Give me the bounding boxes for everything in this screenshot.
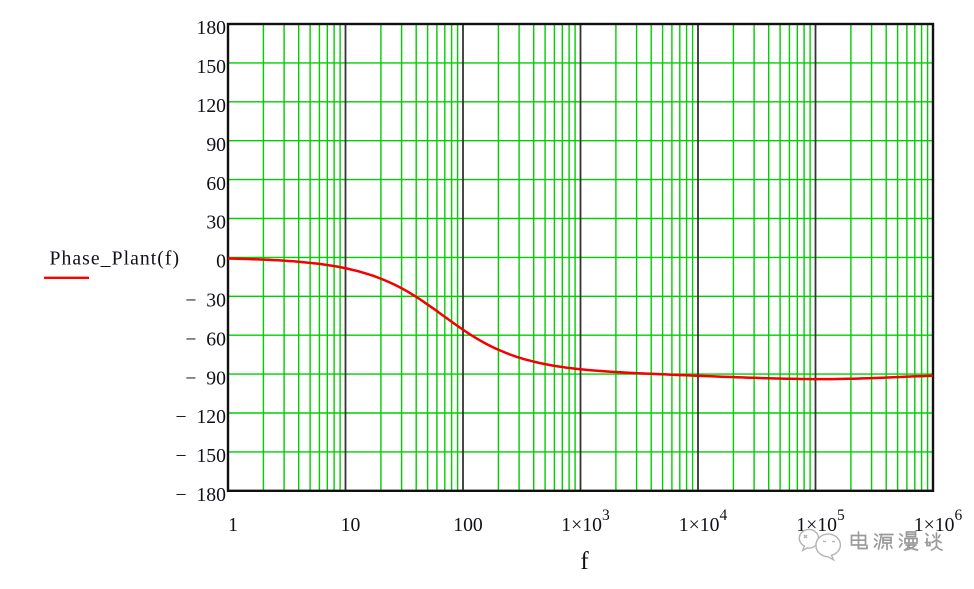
svg-text:90: 90 — [206, 134, 226, 156]
svg-text:− 150: − 150 — [176, 445, 227, 467]
svg-text:150: 150 — [196, 56, 226, 78]
svg-text:− 180: − 180 — [176, 484, 227, 506]
svg-text:1: 1 — [228, 514, 238, 536]
svg-text:− 90: − 90 — [185, 367, 226, 389]
svg-text:180: 180 — [196, 17, 226, 39]
svg-text:60: 60 — [206, 173, 226, 195]
svg-text:f: f — [580, 548, 589, 575]
svg-text:Phase_Plant(f): Phase_Plant(f) — [50, 248, 181, 270]
svg-text:10: 10 — [341, 514, 361, 536]
svg-text:120: 120 — [196, 95, 226, 117]
svg-text:30: 30 — [206, 212, 226, 234]
svg-text:0: 0 — [216, 251, 226, 273]
svg-text:− 30: − 30 — [185, 290, 226, 312]
svg-text:100: 100 — [453, 514, 483, 536]
svg-text:− 60: − 60 — [185, 328, 226, 350]
svg-text:− 120: − 120 — [176, 406, 227, 428]
